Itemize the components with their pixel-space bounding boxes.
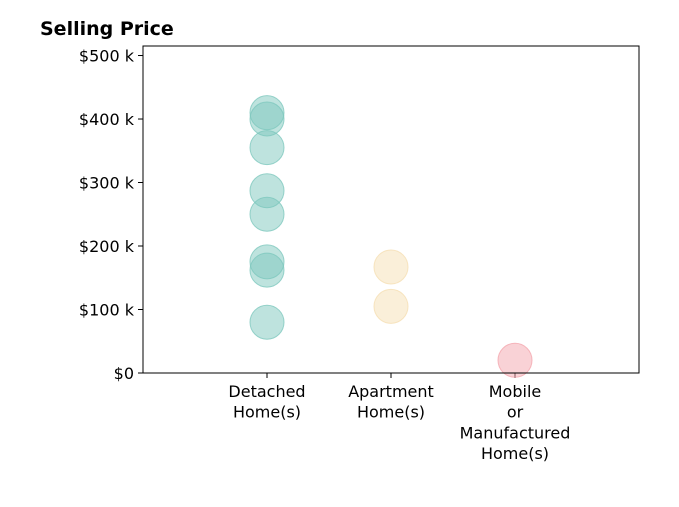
x-tick-label-line: Detached (228, 382, 305, 401)
y-axis: $0 $100 k $200 k $300 k $400 k $500 k (79, 47, 143, 383)
plot-area-frame (142, 45, 640, 374)
y-tick-label: $0 (114, 364, 134, 383)
y-tick-label: $300 k (79, 174, 135, 193)
x-tick-label-line: Home(s) (481, 444, 549, 463)
x-tick-label-line: Home(s) (357, 403, 425, 422)
data-point (373, 288, 409, 324)
x-tick-label-line: Mobile (489, 382, 541, 401)
x-tick-label-line: or (507, 403, 524, 422)
data-point (373, 249, 409, 285)
y-tick-label: $100 k (79, 301, 135, 320)
data-point (249, 252, 285, 288)
y-tick-label: $400 k (79, 110, 135, 129)
x-tick-label-line: Manufactured (460, 423, 571, 442)
chart-title: Selling Price (40, 18, 174, 40)
x-tick-label: Mobile or Manufactured Home(s) (460, 382, 571, 463)
x-tick-label-line: Apartment (348, 382, 434, 401)
x-tick-label-line: Home(s) (233, 403, 301, 422)
y-tick-label: $200 k (79, 237, 135, 256)
x-axis: Detached Home(s) Apartment Home(s) Mobile or M… (228, 373, 570, 463)
data-point (249, 196, 285, 232)
y-tick-label: $500 k (79, 47, 135, 66)
data-point (249, 130, 285, 166)
data-point (249, 304, 285, 340)
data-points (249, 95, 533, 378)
x-tick-label: Detached Home(s) (228, 382, 305, 422)
x-tick-label: Apartment Home(s) (348, 382, 434, 422)
data-point (497, 342, 533, 378)
